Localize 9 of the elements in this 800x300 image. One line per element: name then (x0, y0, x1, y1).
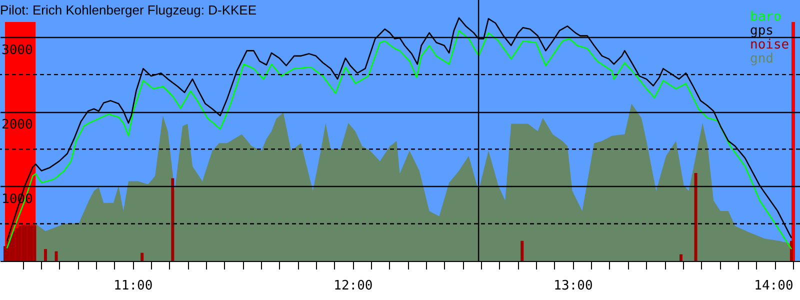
x-tick-label: 12:00 (334, 278, 373, 294)
x-tick-label: 13:00 (554, 278, 593, 294)
chart-title: Pilot: Erich Kohlenberger Flugzeug: D-KKEE (0, 2, 257, 18)
x-tick-label: 11:00 (114, 278, 153, 294)
text: noise (750, 38, 790, 52)
text: gnd (750, 52, 774, 66)
text: gps (750, 24, 774, 38)
x-tick-label: 14:00 (754, 278, 794, 294)
text: baro (750, 10, 782, 24)
